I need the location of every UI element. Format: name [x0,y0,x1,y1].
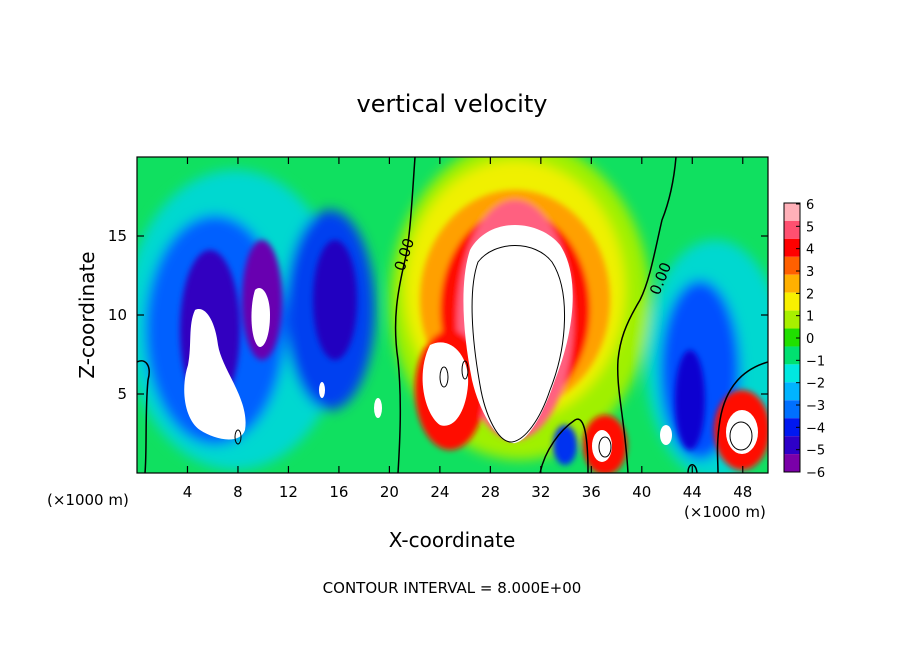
colorbar-swatch-11 [784,400,800,419]
contour-lines [137,157,768,473]
colorbar-swatch-9 [784,364,800,383]
colorbar-swatch-13 [784,436,800,455]
colorbar-label-8: −2 [806,377,825,392]
saturated-regions [184,225,758,462]
y-axis-label: Z-coordinate [75,251,99,378]
x-unit-right: (×1000 m) [684,503,766,521]
white-spot-1 [374,398,382,418]
positive-contour-spot-2 [461,360,469,380]
colorbar-label-6: 0 [806,332,814,347]
x-unit-left: (×1000 m) [47,491,129,509]
positive-contours [234,245,753,458]
colorbar-label-1: 5 [806,220,814,235]
colorbar-label-12: −6 [806,466,825,481]
white-downdraft-column [251,287,270,347]
x-tick-label-0: 4 [183,483,193,501]
colorbar-label-5: 1 [806,310,814,325]
colorbar-label-7: −1 [806,354,825,369]
colorbar-swatch-14 [784,454,800,472]
colorbar-swatch-6 [784,310,800,329]
positive-contour-core [471,245,565,443]
colorbar-label-9: −3 [806,399,825,414]
colorbar-swatch-1 [784,220,800,239]
chart-title: vertical velocity [357,90,548,118]
colorbar-swatch-4 [784,274,800,293]
zero-contour-far-right [716,361,768,473]
y-tick-label-2: 15 [108,227,127,245]
zero-contour-left [394,157,416,473]
x-tick-label-5: 24 [430,483,449,501]
velocity-field: 0.00 0.00 [137,157,768,473]
x-tick-label-8: 36 [582,483,601,501]
colorbar-label-4: 2 [806,287,814,302]
colorbar-swatch-10 [784,382,800,401]
x-tick-label-10: 44 [683,483,702,501]
white-spot-4 [726,410,758,454]
colorbar-swatch-3 [784,256,800,275]
colorbar: 6 5 4 3 2 1 0 −1 −2 −3 −4 −5 −6 [783,198,825,481]
zero-contour-far-left [137,360,150,473]
purple-column-4 [675,350,705,450]
x-tick-label-1: 8 [233,483,243,501]
white-downdraft-left [184,309,246,440]
purple-column-3 [313,240,357,360]
y-axis-ticks: 5 10 15 [108,227,768,403]
colorbar-label-2: 4 [806,243,814,258]
x-tick-label-7: 32 [531,483,550,501]
x-tick-label-3: 16 [329,483,348,501]
white-spot-3 [592,430,612,462]
positive-contour-spot-3 [598,436,612,458]
white-lobe-left [422,342,469,426]
zero-contour-bottom [539,418,589,473]
x-tick-label-6: 28 [481,483,500,501]
contour-interval-footer: CONTOUR INTERVAL = 8.000E+00 [323,579,582,597]
x-axis-label: X-coordinate [389,528,516,552]
x-axis-ticks: 4 8 12 16 20 24 28 32 36 40 44 48 [183,157,752,501]
zero-contour-tiny [687,464,698,473]
colorbar-swatch-0 [784,203,800,221]
blue-lobe-lower-mid [553,425,577,465]
colorbar-swatch-2 [784,238,800,257]
white-core [463,225,573,444]
x-tick-label-4: 20 [380,483,399,501]
colorbar-swatch-12 [784,418,800,437]
colorbar-swatch-8 [784,346,800,365]
zero-contour-right [616,157,677,473]
negative-contour-spot [234,429,242,445]
x-tick-label-2: 12 [279,483,298,501]
y-tick-label-0: 5 [117,385,127,403]
colorbar-label-10: −4 [806,421,825,436]
y-tick-label-1: 10 [108,306,127,324]
colorbar-swatch-5 [784,292,800,311]
colorbar-label-11: −5 [806,444,825,459]
white-spot-2 [319,382,325,398]
positive-contour-spot-4 [729,421,753,451]
colorbar-swatch-7 [784,328,800,347]
white-spot-5 [660,425,672,445]
colorbar-label-0: 6 [806,198,814,213]
x-tick-label-9: 40 [632,483,651,501]
positive-contour-spot-1 [439,366,449,388]
colorbar-label-3: 3 [806,265,814,280]
x-tick-label-11: 48 [733,483,752,501]
